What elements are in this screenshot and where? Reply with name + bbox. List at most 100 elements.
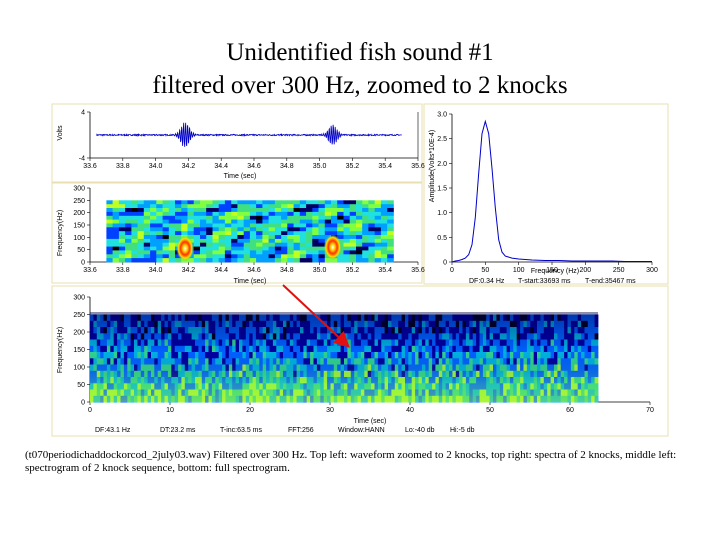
spectrogram-small-cell: [168, 254, 176, 259]
spectrogram-small-cell: [343, 215, 351, 221]
spectrogram-small-cell: [293, 258, 301, 263]
spectrogram-small-cell: [156, 227, 163, 232]
spectrogram-small-cell: [156, 223, 163, 228]
spectrogram-full-y-tick-label: 0: [81, 400, 85, 407]
spectrogram-small-cell: [143, 204, 151, 209]
spectrogram-small-cell: [137, 204, 145, 209]
spectrogram-small-cell: [249, 215, 257, 221]
spectrogram-small-cell: [356, 219, 363, 224]
spectrogram-small-cell: [181, 219, 188, 224]
spectrogram-small-cell: [243, 231, 251, 236]
spectrogram-small-cell: [106, 219, 113, 224]
spectrogram-small-cell: [224, 204, 232, 209]
spectrogram-small-cell: [187, 219, 195, 224]
spectrogram-small-cell: [262, 204, 269, 209]
spectrogram-small-cell: [343, 208, 351, 213]
spectrogram-small-cell: [287, 223, 294, 228]
spectrogram-small-cell: [150, 238, 157, 244]
spectrogram-small-cell: [162, 250, 170, 255]
spectrogram-small-cell: [150, 204, 157, 209]
spectrogram-small-cell: [143, 215, 151, 221]
spectrogram-small-cell: [212, 246, 220, 251]
figure-caption: (t070periodichaddockorcod_2july03.wav) F…: [25, 449, 677, 474]
spectrogram-small-cell: [175, 208, 182, 213]
spectrogram-small-cell: [318, 200, 326, 205]
waveform-x-tick-label: 34.8: [280, 163, 294, 170]
spectrogram-small-cell: [118, 254, 126, 259]
spectrogram-small-cell: [349, 238, 357, 244]
waveform-y-tick-label: -4: [79, 156, 85, 163]
spectrogram-small-cell: [249, 211, 257, 217]
spectrogram-small-cell: [268, 242, 276, 247]
spectrogram-small-cell: [150, 258, 157, 263]
spectrogram-small-cell: [131, 246, 138, 251]
spectrogram-small-cell: [374, 204, 382, 209]
spectrogram-small-cell: [118, 215, 126, 221]
spectrogram-small-cell: [162, 204, 170, 209]
spectrogram-small-cell: [125, 242, 132, 247]
spectrogram-small-cell: [206, 250, 213, 255]
spectrogram-small-cell: [349, 204, 357, 209]
spectrogram-small-cell: [175, 223, 182, 228]
spectrogram-small-cell: [187, 200, 195, 205]
spectrogram-small-cell: [193, 208, 201, 213]
spectrogram-small-cell: [112, 215, 120, 221]
spectrogram-small-cell: [299, 211, 307, 217]
spectrogram-small-cell: [143, 208, 151, 213]
spectrogram-full-x-tick-label: 40: [406, 407, 414, 414]
spectrogram-small-cell: [137, 238, 145, 244]
spectrogram-small-cell: [281, 223, 288, 228]
spectrogram-small-cell: [312, 200, 319, 205]
spectrogram-small-cell: [156, 208, 163, 213]
spectrogram-small-cell: [137, 215, 145, 221]
spectrogram-small-cell: [312, 231, 319, 236]
spectrum-x-tick-label: 150: [546, 267, 558, 274]
waveform-x-tick-label: 35.0: [313, 163, 327, 170]
spectrogram-full-footer-window: Window:HANN: [338, 427, 385, 434]
spectrogram-small-cell: [281, 208, 288, 213]
spectrogram-small-cell: [256, 215, 263, 221]
spectrogram-small-cell: [387, 227, 394, 232]
waveform-x-tick-label: 34.4: [214, 163, 228, 170]
spectrogram-small-cell: [374, 200, 382, 205]
spectrogram-small-cell: [168, 246, 176, 251]
spectrogram-small-cell: [287, 242, 294, 247]
spectrogram-small-cell: [156, 254, 163, 259]
spectrogram-small-cell: [137, 254, 145, 259]
spectrogram-small-cell: [387, 246, 394, 251]
spectrogram-full-y-tick-label: 100: [73, 365, 85, 372]
spectrogram-small-cell: [318, 238, 326, 244]
spectrogram-small-cell: [274, 238, 282, 244]
spectrogram-small-cell: [168, 204, 176, 209]
spectrogram-small-cell: [218, 258, 226, 263]
spectrogram-small-cell: [125, 200, 132, 205]
spectrogram-small-cell: [193, 246, 201, 251]
spectrogram-small-cell: [262, 235, 269, 240]
spectrogram-small-cell: [162, 246, 170, 251]
spectrogram-small-cell: [268, 200, 276, 205]
spectrogram-small-cell: [380, 258, 388, 263]
spectrogram-small-cell: [331, 219, 338, 224]
spectrogram-small-cell: [312, 242, 319, 247]
spectrogram-small-y-tick-label: 50: [77, 247, 85, 254]
spectrogram-small-x-tick-label: 33.8: [116, 267, 130, 274]
spectrogram-small-cell: [293, 215, 301, 221]
spectrogram-small-cell: [243, 238, 251, 244]
spectrogram-small-cell: [125, 250, 132, 255]
spectrogram-small-cell: [312, 227, 319, 232]
spectrogram-small-cell: [218, 215, 226, 221]
spectrogram-small-x-tick-label: 35.2: [346, 267, 360, 274]
spectrogram-small-cell: [181, 200, 188, 205]
spectrogram-small-cell: [387, 238, 394, 244]
spectrogram-full-x-tick-label: 20: [246, 407, 254, 414]
spectrogram-small-cell: [299, 231, 307, 236]
spectrogram-small-cell: [318, 204, 326, 209]
spectrogram-small-cell: [206, 223, 213, 228]
spectrogram-small-cell: [312, 215, 319, 221]
spectrogram-small-cell: [175, 219, 182, 224]
spectrogram-small-cell: [362, 227, 369, 232]
spectrogram-small-cell: [212, 242, 220, 247]
spectrogram-small-cell: [281, 242, 288, 247]
spectrum-trace: [451, 119, 652, 263]
